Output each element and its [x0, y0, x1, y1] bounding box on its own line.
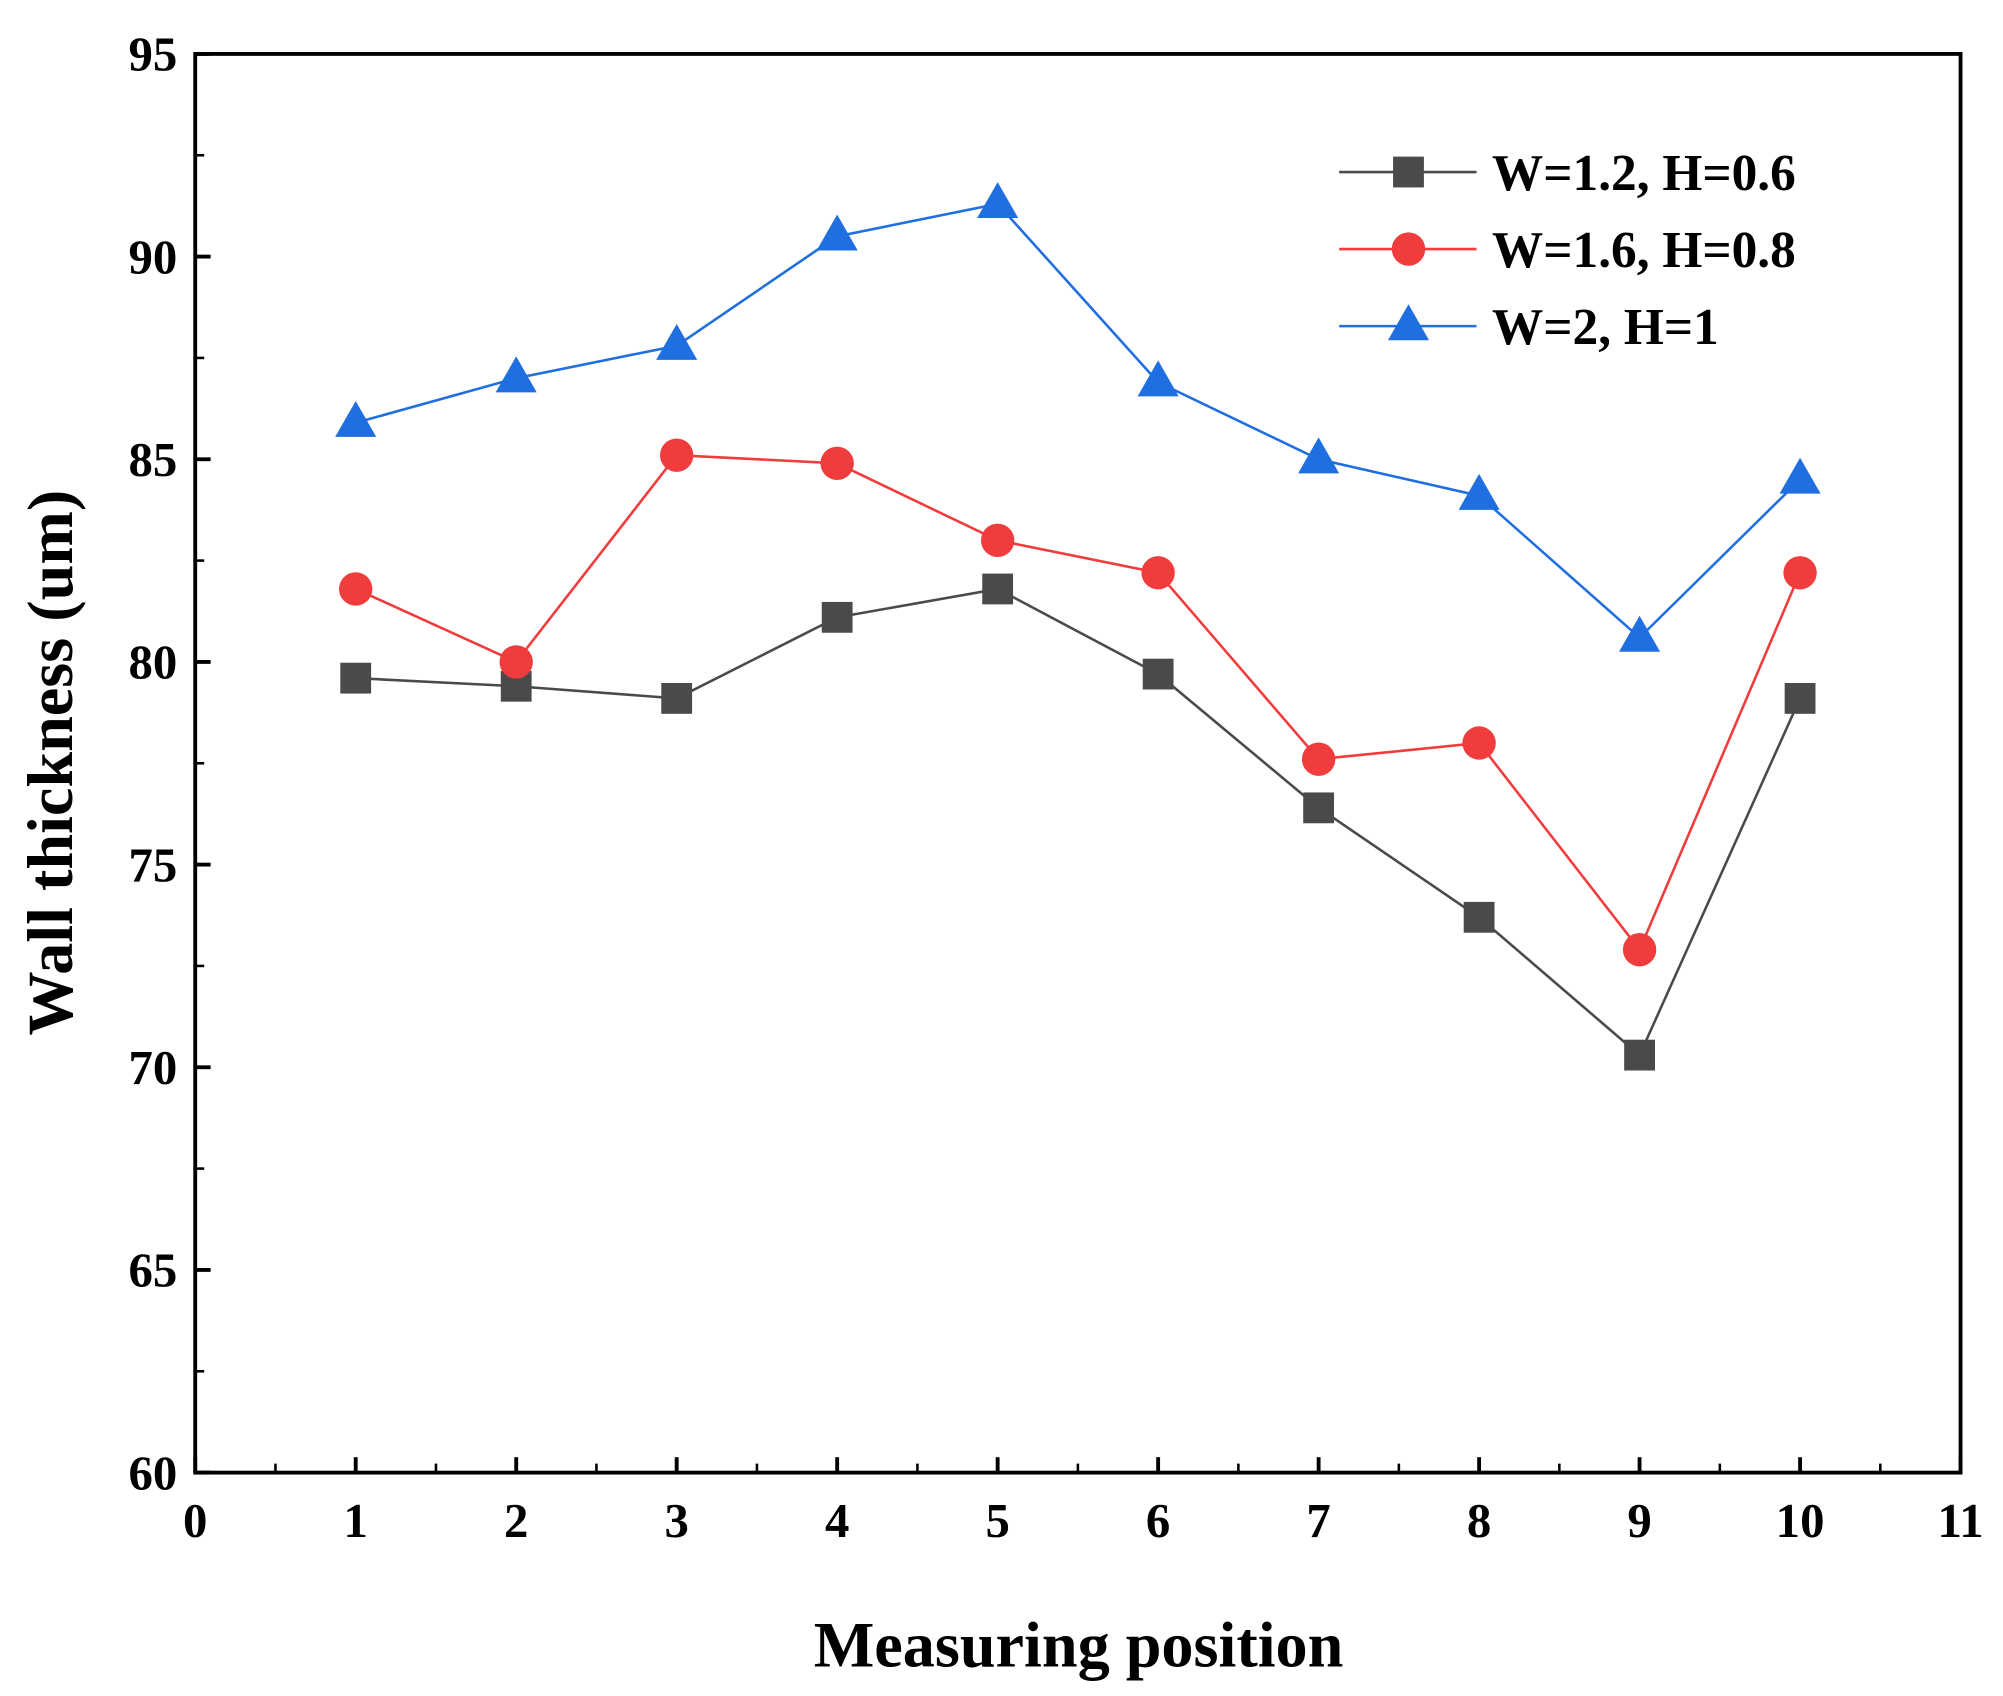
legend-label: W=2, H=1 — [1492, 299, 1719, 356]
data-point — [821, 601, 853, 633]
series-square — [340, 573, 1816, 1071]
data-point — [1301, 742, 1336, 776]
data-point — [1619, 615, 1661, 652]
data-point — [661, 683, 693, 714]
series-line — [355, 587, 1802, 1058]
x-tick-label: 9 — [1627, 1494, 1651, 1548]
legend: W=1.2, H=0.6 W=1.6, H=0.8 W=2, H=1 — [1339, 145, 1796, 356]
x-tick-label: 4 — [825, 1494, 849, 1548]
data-point — [1462, 726, 1496, 760]
data-point — [339, 572, 373, 606]
data-point — [1783, 556, 1817, 590]
y-tick-label: 80 — [128, 636, 177, 690]
y-tick-label: 95 — [128, 28, 177, 82]
series-triangle — [335, 182, 1821, 652]
data-point — [820, 446, 854, 481]
data-point — [1142, 658, 1174, 690]
x-axis-label: Measuring position — [814, 1609, 1344, 1680]
data-point — [495, 356, 537, 393]
x-tick-label: 8 — [1467, 1494, 1491, 1548]
x-tick-label: 2 — [504, 1494, 528, 1548]
y-tick-label: 65 — [128, 1244, 177, 1298]
x-tick-label: 5 — [985, 1494, 1009, 1548]
data-point — [659, 438, 694, 472]
series-line — [355, 202, 1801, 640]
legend-marker — [1391, 232, 1426, 266]
plot-frame — [193, 51, 1963, 1475]
data-point — [1141, 556, 1175, 590]
data-point — [980, 523, 1015, 558]
legend-marker — [1393, 156, 1424, 188]
data-point — [499, 645, 533, 679]
x-tick-label: 10 — [1776, 1494, 1825, 1548]
data-point — [816, 214, 858, 251]
x-tick-label: 0 — [183, 1494, 207, 1548]
y-tick-label: 70 — [128, 1041, 177, 1095]
data-point — [1137, 360, 1179, 397]
y-axis-label: Wall thickness (um) — [15, 490, 86, 1036]
legend-marker — [1387, 304, 1430, 341]
data-point — [1303, 792, 1335, 824]
series-line — [355, 453, 1802, 953]
data-point — [1624, 1039, 1655, 1071]
legend-label: W=1.2, H=0.6 — [1492, 145, 1796, 202]
x-tick-label: 7 — [1306, 1494, 1330, 1548]
x-tick-label: 6 — [1146, 1494, 1170, 1548]
data-point — [1463, 901, 1495, 933]
y-tick-label: 60 — [128, 1446, 177, 1500]
series-circle — [339, 438, 1817, 967]
data-point — [1779, 457, 1821, 494]
legend-label: W=1.6, H=0.8 — [1492, 222, 1796, 279]
data-point — [982, 573, 1014, 605]
x-tick-label: 3 — [664, 1494, 688, 1548]
data-point — [1298, 437, 1340, 474]
y-tick-label: 90 — [128, 230, 177, 284]
y-tick-label: 75 — [128, 838, 177, 892]
data-point — [340, 662, 372, 694]
data-point — [1458, 473, 1500, 510]
x-tick-label: 11 — [1938, 1494, 1984, 1548]
data-point — [1622, 933, 1657, 967]
data-point — [656, 323, 698, 360]
data-point — [977, 182, 1019, 219]
data-point — [1784, 683, 1816, 714]
y-tick-label: 85 — [128, 433, 177, 487]
data-point — [335, 400, 377, 437]
x-tick-label: 1 — [344, 1494, 368, 1548]
